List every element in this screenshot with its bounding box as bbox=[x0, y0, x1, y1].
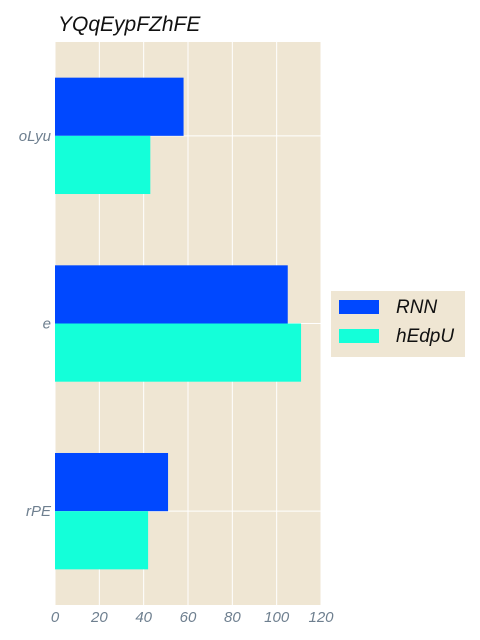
y-tick-labels: oLyu e rPE bbox=[19, 128, 52, 520]
x-tick-label: 80 bbox=[224, 609, 241, 626]
x-tick-label: 0 bbox=[51, 609, 60, 626]
bar-hEdpU-oLyu bbox=[55, 135, 151, 195]
x-tick-label: 40 bbox=[135, 609, 152, 626]
bar-hEdpU-rPE bbox=[55, 511, 149, 570]
bar-RNN-rPE bbox=[55, 452, 169, 512]
bars bbox=[55, 77, 302, 570]
y-tick-label: oLyu bbox=[19, 128, 52, 145]
bar-RNN-oLyu bbox=[55, 77, 184, 136]
x-tick-label: 100 bbox=[264, 609, 290, 626]
x-tick-label: 60 bbox=[180, 609, 197, 626]
chart-title: YQqEypFZhFE bbox=[58, 13, 201, 36]
x-tick-label: 20 bbox=[90, 609, 108, 626]
legend-label-RNN: RNN bbox=[396, 297, 437, 318]
bar-hEdpU-e bbox=[55, 323, 302, 382]
legend-label-hEdpU: hEdpU bbox=[396, 326, 454, 347]
y-tick-label: e bbox=[43, 316, 51, 333]
legend-swatch-RNN bbox=[339, 300, 379, 314]
y-tick-label: rPE bbox=[26, 503, 52, 520]
x-tick-label: 120 bbox=[308, 609, 334, 626]
bar-RNN-e bbox=[55, 265, 288, 324]
legend: RNN hEdpU bbox=[331, 291, 465, 357]
x-tick-labels: 0 20 40 60 80 100 120 bbox=[51, 609, 334, 626]
legend-swatch-hEdpU bbox=[339, 329, 379, 343]
